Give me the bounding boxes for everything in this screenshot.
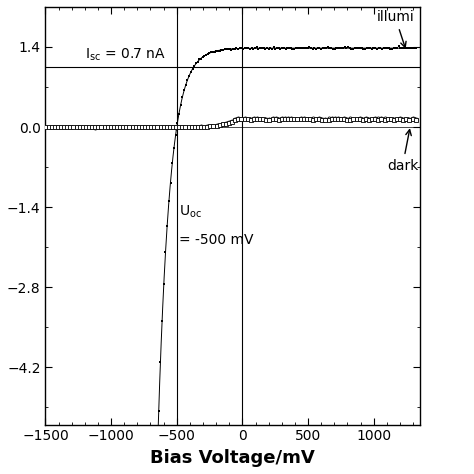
Text: illumi: illumi [376, 10, 414, 47]
X-axis label: Bias Voltage/mV: Bias Voltage/mV [150, 449, 315, 467]
Text: = -500 mV: = -500 mV [179, 233, 254, 247]
Text: I$_{\mathregular{sc}}$ = 0.7 nA: I$_{\mathregular{sc}}$ = 0.7 nA [85, 46, 166, 63]
Text: dark: dark [387, 129, 418, 173]
Text: U$_{\mathregular{oc}}$: U$_{\mathregular{oc}}$ [179, 204, 202, 220]
